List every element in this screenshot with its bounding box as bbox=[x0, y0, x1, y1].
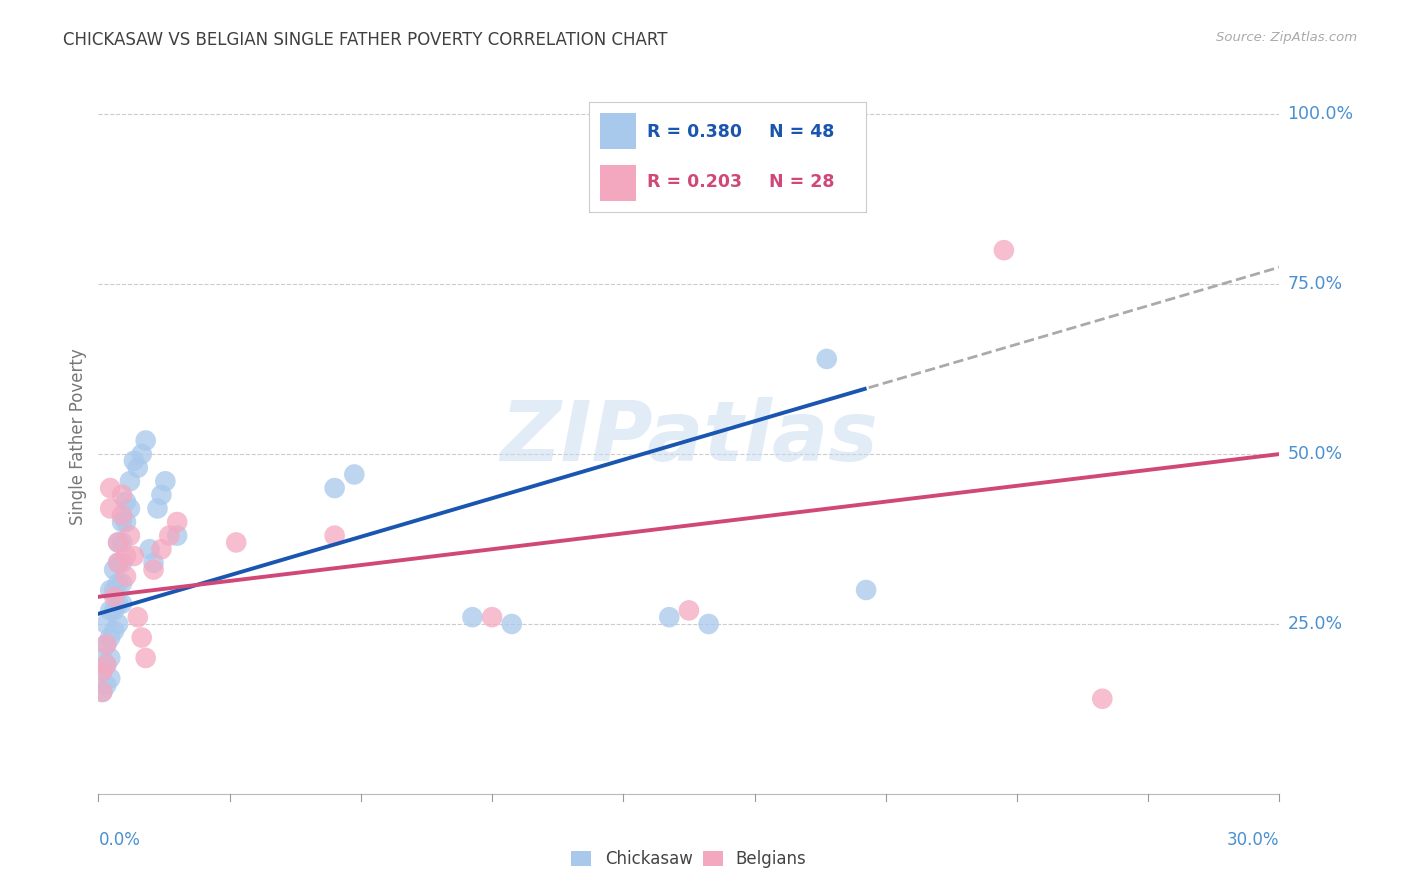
Point bbox=[658, 610, 681, 624]
Point bbox=[98, 582, 121, 597]
Point bbox=[127, 460, 149, 475]
Point bbox=[91, 665, 114, 679]
Point bbox=[135, 434, 157, 448]
Point bbox=[103, 590, 125, 604]
Point bbox=[103, 582, 125, 597]
Point bbox=[122, 549, 145, 563]
Point bbox=[115, 515, 138, 529]
Point bbox=[115, 549, 138, 563]
Point bbox=[150, 488, 173, 502]
Legend: Chickasaw, Belgians: Chickasaw, Belgians bbox=[565, 844, 813, 875]
Point bbox=[157, 528, 180, 542]
Point bbox=[225, 535, 247, 549]
Point bbox=[481, 610, 503, 624]
Point bbox=[122, 454, 145, 468]
Point bbox=[111, 488, 134, 502]
Point bbox=[96, 657, 118, 672]
Text: ZIPatlas: ZIPatlas bbox=[501, 397, 877, 477]
Point bbox=[98, 671, 121, 685]
Point bbox=[98, 481, 121, 495]
Point bbox=[91, 685, 114, 699]
Point bbox=[107, 617, 129, 632]
Point bbox=[111, 508, 134, 523]
Point bbox=[166, 515, 188, 529]
Point bbox=[323, 481, 346, 495]
Point bbox=[98, 631, 121, 645]
Point bbox=[98, 651, 121, 665]
Point bbox=[107, 556, 129, 570]
Point bbox=[107, 535, 129, 549]
Point bbox=[993, 243, 1015, 257]
Point bbox=[111, 556, 134, 570]
Point bbox=[98, 603, 121, 617]
Point bbox=[96, 657, 118, 672]
Point bbox=[1091, 691, 1114, 706]
Point bbox=[107, 576, 129, 591]
Point bbox=[107, 597, 129, 611]
Point bbox=[118, 475, 141, 489]
Y-axis label: Single Father Poverty: Single Father Poverty bbox=[69, 349, 87, 525]
Point bbox=[855, 582, 877, 597]
Point bbox=[91, 685, 114, 699]
Point bbox=[96, 617, 118, 632]
Point bbox=[150, 542, 173, 557]
Point bbox=[107, 535, 129, 549]
Point bbox=[135, 651, 157, 665]
Text: 30.0%: 30.0% bbox=[1227, 831, 1279, 849]
Point bbox=[142, 563, 165, 577]
Point bbox=[111, 597, 134, 611]
Point bbox=[107, 556, 129, 570]
Point bbox=[91, 651, 114, 665]
Text: CHICKASAW VS BELGIAN SINGLE FATHER POVERTY CORRELATION CHART: CHICKASAW VS BELGIAN SINGLE FATHER POVER… bbox=[63, 31, 668, 49]
Point bbox=[103, 624, 125, 638]
Point bbox=[155, 475, 177, 489]
Text: 25.0%: 25.0% bbox=[1288, 615, 1343, 633]
Point bbox=[131, 631, 153, 645]
Point bbox=[678, 603, 700, 617]
Point bbox=[96, 678, 118, 692]
Point bbox=[115, 494, 138, 508]
Point bbox=[118, 528, 141, 542]
Point bbox=[115, 569, 138, 583]
Point bbox=[815, 351, 838, 366]
Point bbox=[501, 617, 523, 632]
Point bbox=[103, 563, 125, 577]
Point bbox=[91, 665, 114, 679]
Point bbox=[98, 501, 121, 516]
Point bbox=[111, 535, 134, 549]
Text: Source: ZipAtlas.com: Source: ZipAtlas.com bbox=[1216, 31, 1357, 45]
Point bbox=[96, 637, 118, 651]
Text: 75.0%: 75.0% bbox=[1288, 275, 1343, 293]
Text: 50.0%: 50.0% bbox=[1288, 445, 1343, 463]
Point bbox=[127, 610, 149, 624]
Point bbox=[96, 637, 118, 651]
Point bbox=[166, 528, 188, 542]
Point bbox=[138, 542, 160, 557]
Point bbox=[461, 610, 484, 624]
Text: 100.0%: 100.0% bbox=[1288, 105, 1354, 123]
Point bbox=[142, 556, 165, 570]
Text: 0.0%: 0.0% bbox=[98, 831, 141, 849]
Point bbox=[103, 603, 125, 617]
Point bbox=[131, 447, 153, 461]
Point bbox=[323, 528, 346, 542]
Point bbox=[343, 467, 366, 482]
Point bbox=[146, 501, 169, 516]
Point bbox=[111, 515, 134, 529]
Point bbox=[111, 576, 134, 591]
Point bbox=[118, 501, 141, 516]
Point bbox=[697, 617, 720, 632]
